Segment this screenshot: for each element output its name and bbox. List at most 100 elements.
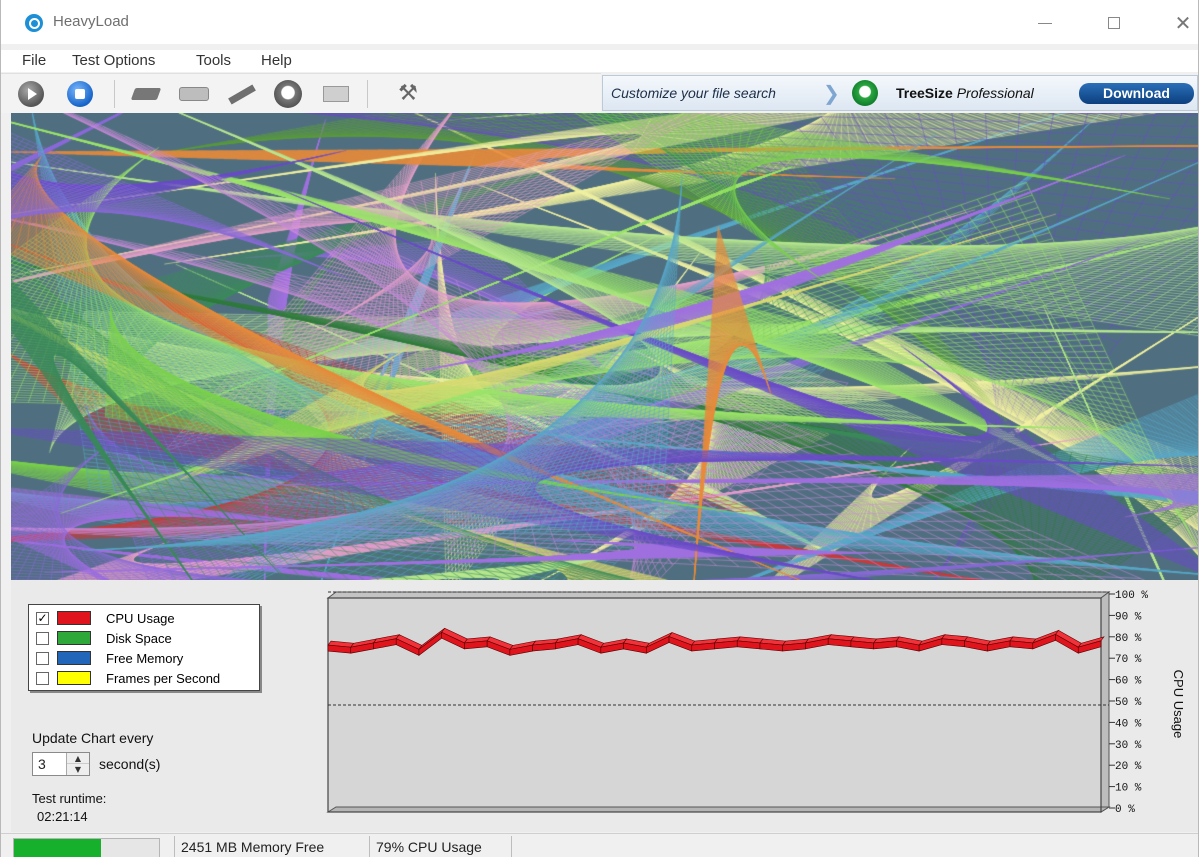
cpu-data-point bbox=[395, 638, 397, 640]
legend-swatch bbox=[57, 611, 91, 625]
ad-product-italic: Professional bbox=[956, 85, 1034, 101]
legend-label: Frames per Second bbox=[106, 671, 221, 686]
gpu-render-canvas bbox=[11, 113, 1198, 580]
cpu-data-point bbox=[895, 640, 897, 642]
cpu-series-segment bbox=[1077, 640, 1102, 654]
stop-test-button[interactable] bbox=[65, 80, 95, 108]
download-button[interactable]: Download bbox=[1079, 83, 1194, 104]
start-test-button[interactable] bbox=[16, 80, 46, 108]
update-interval-label: Update Chart every bbox=[32, 730, 154, 746]
minimize-icon bbox=[1038, 22, 1052, 24]
cpu-data-point bbox=[850, 640, 852, 642]
cpu-data-point bbox=[691, 644, 693, 646]
y-tick-label: 20 % bbox=[1115, 761, 1142, 773]
cpu-data-point bbox=[577, 638, 579, 640]
heavyload-logo-icon bbox=[25, 14, 43, 32]
interval-spinner[interactable]: ▲ ▼ bbox=[66, 753, 89, 775]
network-test-button[interactable] bbox=[321, 80, 351, 108]
options-button[interactable]: ⚒ bbox=[393, 80, 423, 108]
y-tick-label: 70 % bbox=[1115, 654, 1142, 666]
runtime-value: 02:21:14 bbox=[37, 809, 88, 824]
status-memory-free: 2451 MB Memory Free bbox=[174, 836, 330, 857]
update-interval-spinbox[interactable]: 3 ▲ ▼ bbox=[32, 752, 90, 776]
cpu-data-point bbox=[532, 644, 534, 646]
cpu-data-point bbox=[736, 640, 738, 642]
update-interval-unit: second(s) bbox=[99, 756, 161, 772]
checkbox-disk-space[interactable] bbox=[36, 632, 49, 645]
y-tick-label: 50 % bbox=[1115, 697, 1142, 709]
maximize-button[interactable] bbox=[1094, 8, 1134, 38]
cpu-data-point bbox=[759, 642, 761, 644]
legend-item-memory[interactable]: Free Memory bbox=[36, 649, 258, 667]
cpu-icon bbox=[130, 88, 162, 100]
cpu-data-point bbox=[372, 642, 374, 644]
treesize-ad-banner[interactable]: Customize your file search ❯ TreeSize Pr… bbox=[602, 75, 1198, 111]
chevron-right-icon: ❯ bbox=[823, 83, 840, 105]
menu-bar: File Test Options Tools Help bbox=[1, 50, 1198, 72]
checkbox-cpu-usage[interactable]: ✓ bbox=[36, 611, 49, 625]
cpu-data-point bbox=[714, 642, 715, 644]
cpu-data-point bbox=[964, 640, 966, 642]
disk-test-button[interactable] bbox=[179, 80, 209, 108]
legend-item-cpu[interactable]: ✓ CPU Usage bbox=[36, 609, 258, 627]
y-tick-label: 100 % bbox=[1115, 590, 1148, 602]
memory-icon bbox=[228, 84, 256, 105]
y-tick-label: 0 % bbox=[1115, 804, 1135, 816]
cpu-data-point bbox=[1077, 646, 1079, 648]
cpu-data-point bbox=[918, 644, 920, 646]
chart-floor bbox=[326, 806, 1111, 813]
menu-help[interactable]: Help bbox=[261, 52, 292, 69]
menu-file[interactable]: File bbox=[22, 52, 47, 69]
legend-swatch bbox=[57, 631, 91, 645]
y-tick-label: 10 % bbox=[1115, 783, 1142, 795]
memory-test-button[interactable] bbox=[227, 80, 257, 108]
cpu-data-point bbox=[554, 642, 556, 644]
gpu-test-button[interactable] bbox=[273, 80, 303, 108]
play-icon bbox=[18, 81, 44, 107]
title-bar: HeavyLoad ✕ bbox=[1, 0, 1198, 44]
cpu-data-point bbox=[1009, 640, 1011, 642]
spin-down-button[interactable]: ▼ bbox=[67, 764, 89, 775]
cpu-test-button[interactable] bbox=[130, 80, 162, 108]
cpu-data-point bbox=[827, 638, 829, 640]
cpu-data-point bbox=[350, 646, 352, 648]
chart-side-wall bbox=[1100, 591, 1110, 813]
disk-icon bbox=[179, 87, 209, 101]
test-progress-bar bbox=[13, 838, 160, 857]
cpu-data-point bbox=[1032, 642, 1034, 644]
legend-item-disk[interactable]: Disk Space bbox=[36, 629, 258, 647]
spin-up-button[interactable]: ▲ bbox=[67, 753, 89, 764]
y-tick-label: 30 % bbox=[1115, 740, 1142, 752]
y-tick-label: 90 % bbox=[1115, 611, 1142, 623]
tools-icon: ⚒ bbox=[398, 81, 418, 106]
gpu-icon bbox=[274, 80, 302, 108]
network-icon bbox=[323, 86, 349, 102]
menu-test-options[interactable]: Test Options bbox=[72, 52, 156, 69]
chart-legend: ✓ CPU Usage Disk Space Free Memory Frame… bbox=[28, 604, 260, 691]
legend-label: CPU Usage bbox=[106, 611, 175, 626]
menu-tools[interactable]: Tools bbox=[196, 52, 232, 69]
runtime-label: Test runtime: bbox=[32, 791, 107, 806]
minimize-button[interactable] bbox=[1025, 8, 1065, 38]
y-tick-label: 80 % bbox=[1115, 633, 1142, 645]
legend-item-fps[interactable]: Frames per Second bbox=[36, 669, 258, 687]
maximize-icon bbox=[1108, 17, 1120, 29]
checkbox-free-memory[interactable] bbox=[36, 652, 49, 665]
update-interval-value[interactable]: 3 bbox=[38, 756, 46, 772]
legend-swatch bbox=[57, 651, 91, 665]
checkbox-frames-per-second[interactable] bbox=[36, 672, 49, 685]
cpu-data-point bbox=[441, 631, 443, 633]
cpu-data-point bbox=[418, 648, 420, 650]
close-icon: ✕ bbox=[1174, 11, 1192, 35]
close-button[interactable]: ✕ bbox=[1163, 8, 1199, 38]
y-tick-label: 40 % bbox=[1115, 718, 1142, 730]
cpu-data-point bbox=[941, 638, 943, 640]
cpu-data-point bbox=[668, 636, 670, 638]
triangle-up-icon: ▲ bbox=[74, 754, 82, 763]
cpu-data-point bbox=[1100, 640, 1102, 642]
cpu-data-point bbox=[623, 642, 625, 644]
status-bar: 2451 MB Memory Free 79% CPU Usage bbox=[1, 833, 1198, 857]
cpu-data-point bbox=[804, 642, 806, 644]
cpu-data-point bbox=[986, 644, 988, 646]
